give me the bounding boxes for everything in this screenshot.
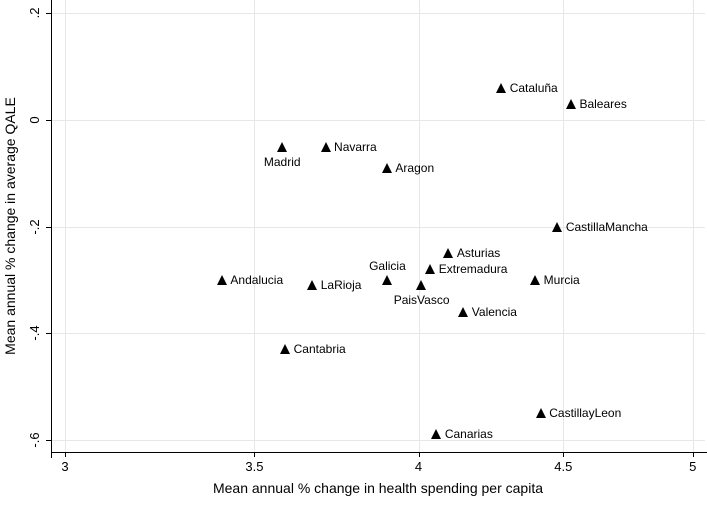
y-gridline (52, 13, 705, 15)
data-point-marker (552, 221, 563, 232)
y-tick-mark (46, 226, 51, 228)
data-point-label: Murcia (543, 272, 580, 287)
data-point-marker (443, 248, 454, 259)
x-tick-mark (418, 452, 420, 457)
data-point-label: Extremadura (438, 262, 508, 277)
x-gridline (692, 0, 694, 452)
x-tick-mark (254, 452, 256, 457)
y-gridline (52, 226, 705, 228)
data-point-label: Cataluña (509, 80, 558, 95)
y-gridline (52, 439, 705, 441)
y-tick-label: -.6 (27, 432, 42, 448)
y-tick-label: -.2 (27, 218, 42, 235)
data-point-marker (381, 274, 392, 285)
x-tick-label: 3.5 (245, 459, 264, 474)
x-gridline (254, 0, 256, 452)
x-tick-mark (65, 452, 66, 457)
data-point-marker (216, 274, 227, 285)
data-point-label: Baleares (579, 96, 627, 111)
y-gridline (52, 119, 705, 121)
x-tick-mark (563, 452, 565, 457)
x-gridline (563, 0, 565, 452)
data-point-marker (416, 280, 427, 291)
y-tick-mark (46, 13, 51, 15)
y-gridline (52, 333, 705, 335)
data-point-marker (496, 82, 507, 93)
y-tick-mark (46, 333, 51, 335)
data-point-label: Andalucia (230, 272, 284, 287)
data-point-label: Asturias (456, 246, 501, 261)
x-tick-mark (692, 452, 694, 457)
data-point-label: Valencia (471, 304, 517, 319)
y-axis-line (51, 0, 52, 458)
data-point-marker (381, 162, 392, 173)
x-gridline (418, 0, 420, 452)
data-point-marker (276, 141, 287, 152)
data-point-label: Canarias (444, 427, 493, 442)
data-point-marker (425, 264, 436, 275)
y-tick-mark (46, 439, 51, 441)
x-axis-title: Mean annual % change in health spending … (212, 480, 544, 496)
x-tick-label: 3 (61, 459, 69, 474)
data-point-label: CastillayLeon (549, 406, 622, 421)
y-tick-mark (46, 119, 51, 121)
data-point-marker (535, 408, 546, 419)
x-tick-label: 4 (414, 459, 423, 474)
data-point-marker (565, 98, 576, 109)
data-point-marker (458, 306, 469, 317)
data-point-label: LaRioja (320, 278, 362, 293)
x-tick-label: 5 (689, 459, 697, 474)
data-point-label: Galicia (369, 258, 406, 273)
data-point-marker (307, 280, 318, 291)
data-point-label: CastillaMancha (565, 219, 648, 234)
data-point-label: Cantabria (293, 342, 346, 357)
data-point-marker (431, 429, 442, 440)
y-tick-label: 0 (27, 116, 42, 124)
data-point-marker (530, 274, 541, 285)
data-point-marker (280, 344, 291, 355)
data-point-label: Madrid (263, 154, 301, 169)
data-point-label: PaisVasco (393, 293, 450, 308)
data-point-label: Navarra (334, 139, 377, 154)
data-point-marker (320, 141, 331, 152)
x-axis-line (51, 452, 707, 453)
x-gridline (65, 0, 66, 452)
y-tick-label: -.4 (27, 325, 42, 341)
y-axis-title: Mean annual % change in average QALE (2, 97, 18, 355)
x-tick-label: 4.5 (554, 459, 573, 474)
data-point-label: Aragon (395, 160, 435, 175)
y-tick-label: .2 (27, 7, 42, 19)
